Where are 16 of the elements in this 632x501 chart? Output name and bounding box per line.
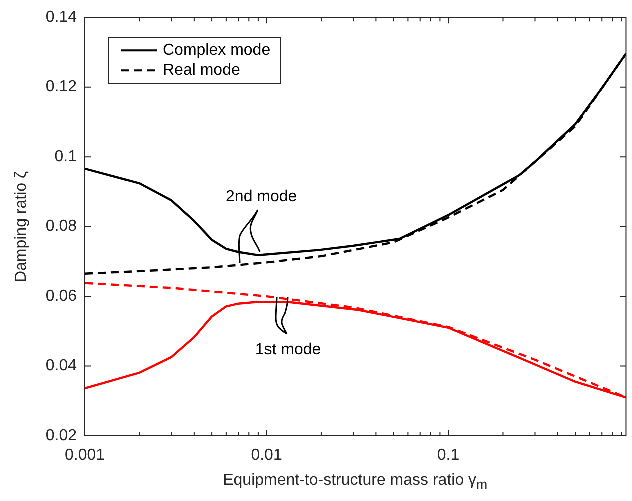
legend-label: Real mode	[163, 62, 240, 80]
x-axis-title: Equipment-to-structure mass ratio γ$_{m}$	[223, 472, 488, 492]
annotation: 1st mode	[255, 341, 322, 358]
y-tick-label: 0.14	[46, 9, 78, 26]
legend-label: Complex mode	[163, 42, 271, 60]
y-tick-label: 0.02	[46, 427, 78, 444]
x-tick-label: 0.001	[64, 447, 106, 464]
y-axis-title: Damping ratio ζ	[13, 171, 31, 282]
y-tick-label: 0.04	[46, 358, 78, 375]
x-tick-label: 0.1	[437, 447, 460, 464]
y-tick-label: 0.06	[46, 288, 78, 305]
x-tick-label: 0.01	[251, 447, 282, 464]
y-tick-label: 0.12	[46, 78, 78, 96]
y-tick-label: 0.08	[46, 218, 78, 236]
y-tick-label: 0.1	[54, 148, 78, 166]
annotation: 2nd mode	[226, 188, 298, 206]
